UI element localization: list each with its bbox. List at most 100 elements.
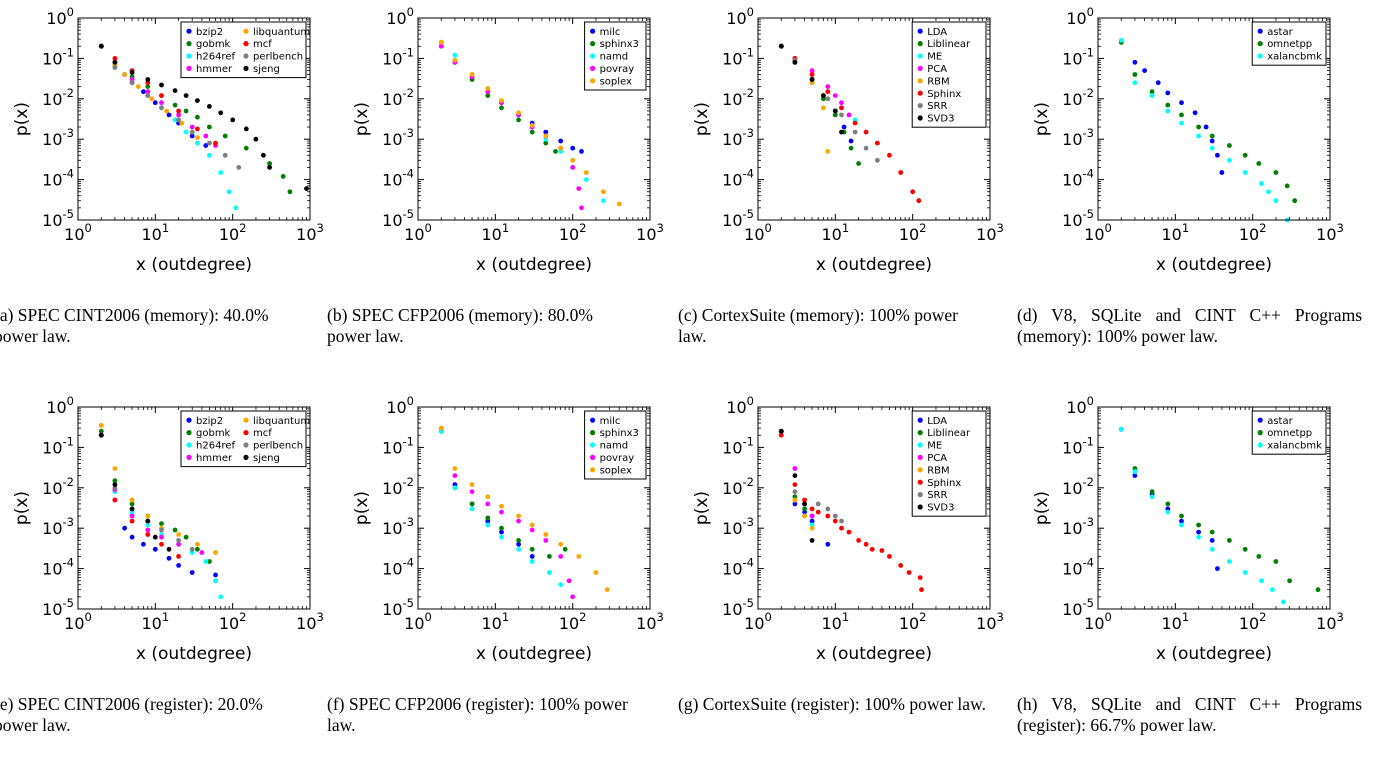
point-xalancbmk-9 — [1259, 181, 1264, 186]
legend-label: ME — [927, 441, 942, 452]
point-gobmk-13 — [287, 189, 293, 195]
point-omnetpp-11 — [1287, 578, 1292, 584]
legend-marker — [917, 115, 923, 121]
legend-marker — [917, 53, 923, 59]
point-namd-5 — [516, 546, 521, 552]
point-astar-9 — [1215, 152, 1220, 158]
point-LDA-3 — [809, 518, 815, 524]
point-RBM-3 — [821, 105, 826, 111]
y-tick-label: 10-3 — [1062, 126, 1094, 149]
point-soplex-10 — [593, 570, 599, 575]
point-Sphinx-15 — [906, 570, 912, 575]
plot-panel-g: 100 101 102 103 100 10-1 10-2 10-3 10-4 10-5 x (ou… — [692, 394, 1004, 664]
legend-marker — [1257, 430, 1263, 436]
y-tick-label: 10-3 — [1062, 515, 1094, 538]
y-tick-label: 100 — [1066, 394, 1094, 417]
y-tick-label: 10-3 — [42, 126, 74, 149]
point-perlbench-7 — [207, 140, 212, 146]
legend-marker — [917, 442, 923, 448]
point-sjeng-4 — [152, 534, 158, 540]
legend-label: h264ref — [196, 52, 235, 63]
legend-label: SRR — [927, 101, 947, 112]
point-soplex-8 — [558, 145, 564, 151]
point-Sphinx-14 — [898, 563, 904, 568]
point-povray-10 — [576, 186, 582, 192]
point-Liblinear-2 — [802, 506, 807, 512]
legend-marker — [590, 78, 596, 84]
point-gobmk-2 — [129, 501, 135, 507]
x-axis-label: x (outdegree) — [476, 644, 592, 664]
y-tick-label: 10-5 — [1062, 596, 1094, 619]
y-axis-label: p(x) — [692, 102, 712, 136]
point-libquantum-6 — [179, 120, 185, 126]
point-povray-2 — [469, 489, 475, 495]
point-xalancbmk-2 — [1149, 494, 1155, 500]
point-povray-10 — [570, 594, 576, 600]
point-bzip2-5 — [152, 546, 158, 552]
point-xalancbmk-8 — [1242, 170, 1248, 175]
point-Sphinx-3 — [809, 506, 815, 512]
x-axis-label: x (outdegree) — [816, 255, 932, 275]
point-h264ref-9 — [218, 594, 224, 600]
point-bzip2-3 — [129, 534, 135, 540]
point-hmmer-5 — [176, 541, 182, 547]
y-tick-label: 10-5 — [42, 207, 74, 230]
point-libquantum-2 — [129, 497, 135, 503]
point-sjeng-7 — [195, 98, 200, 103]
point-SVD3-0 — [778, 43, 784, 49]
legend-label: SRR — [927, 490, 947, 501]
point-SVD3-1 — [792, 473, 798, 478]
y-axis-label: p(x) — [692, 491, 712, 525]
x-tick-label: 103 — [636, 610, 664, 633]
x-tick-label: 103 — [296, 221, 324, 244]
plot-panel-h: 100 101 102 103 100 10-1 10-2 10-3 10-4 10-5 x (ou… — [1032, 394, 1344, 664]
point-h264ref-8 — [207, 152, 212, 158]
point-soplex-6 — [529, 522, 535, 528]
point-sjeng-0 — [98, 43, 104, 49]
point-omnetpp-7 — [1227, 143, 1232, 148]
point-bzip2-4 — [141, 89, 146, 95]
point-perlbench-3 — [145, 93, 151, 98]
plot-frame — [1097, 406, 1331, 610]
point-perlbench-5 — [176, 538, 182, 543]
legend-label: Liblinear — [927, 39, 971, 50]
legend-label: SVD3 — [927, 503, 954, 514]
legend-box — [911, 410, 987, 517]
point-perlbench-8 — [222, 152, 228, 158]
point-soplex-0 — [438, 425, 444, 431]
point-namd-1 — [452, 485, 458, 491]
x-tick-label: 102 — [899, 610, 927, 633]
legend-marker — [590, 454, 596, 460]
legend-label: soplex — [600, 465, 632, 476]
legend-label: libquantum — [253, 416, 310, 427]
point-gobmk-8 — [207, 559, 212, 564]
y-tick-label: 10-2 — [1062, 86, 1094, 109]
legend-label: perlbench — [253, 52, 303, 63]
point-astar-6 — [1209, 538, 1215, 543]
point-soplex-6 — [529, 123, 535, 128]
point-mcf-4 — [159, 93, 164, 98]
y-tick-label: 100 — [46, 394, 74, 417]
point-PCA-3 — [825, 84, 831, 89]
point-milc-5 — [516, 541, 521, 547]
point-gobmk-10 — [243, 145, 249, 151]
point-LDA-4 — [825, 541, 831, 547]
x-tick-label: 100 — [404, 221, 432, 244]
point-bzip2-4 — [141, 541, 146, 547]
point-soplex-9 — [576, 554, 582, 559]
x-tick-label: 103 — [976, 221, 1004, 244]
point-namd-2 — [469, 506, 475, 512]
point-astar-4 — [1165, 90, 1171, 96]
plot-frame — [77, 406, 311, 610]
point-sjeng-13 — [261, 152, 266, 158]
point-sjeng-3 — [145, 77, 151, 82]
x-tick-label: 102 — [219, 221, 247, 244]
legend-label: gobmk — [196, 39, 231, 50]
legend-marker — [186, 417, 192, 423]
point-soplex-10 — [583, 170, 589, 175]
point-omnetpp-5 — [1196, 522, 1201, 528]
y-tick-label: 10-4 — [42, 167, 74, 190]
point-milc-7 — [543, 129, 549, 135]
point-libquantum-1 — [112, 466, 118, 471]
